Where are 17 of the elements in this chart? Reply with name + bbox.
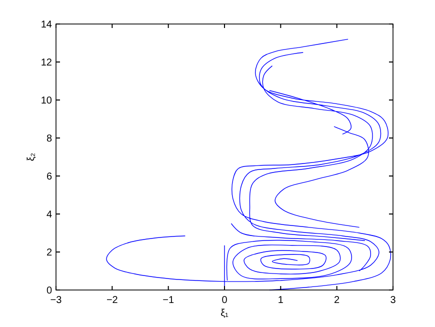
y-tick-label: 8 [46, 134, 52, 144]
y-tick-label: 12 [40, 58, 52, 68]
x-tick-label: −3 [50, 295, 62, 306]
x-tick-label: −1 [162, 295, 174, 306]
x-tick-label: −2 [106, 295, 118, 306]
x-tick-label: 3 [390, 295, 396, 306]
y-axis-title: ξ₂ [26, 152, 37, 162]
x-tick-label: 1 [278, 295, 284, 306]
y-tick-label: 2 [46, 248, 52, 258]
y-tick-label: 0 [46, 286, 52, 296]
y-tick-label: 14 [40, 20, 52, 30]
x-axis-title: ξ₁ [220, 308, 230, 319]
x-tick-label: 0 [222, 295, 228, 306]
x-tick-label: 2 [334, 295, 340, 306]
y-tick-label: 10 [40, 96, 52, 106]
y-tick-label: 6 [46, 172, 52, 182]
y-tick-label: 4 [46, 210, 52, 220]
